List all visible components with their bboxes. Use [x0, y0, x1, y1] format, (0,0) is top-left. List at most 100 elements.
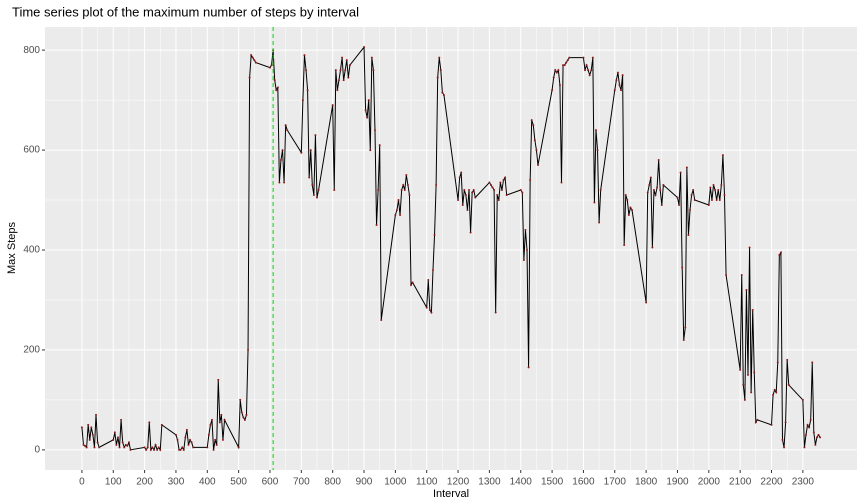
- data-point: [206, 446, 209, 449]
- data-point: [240, 411, 243, 414]
- data-point: [660, 204, 663, 207]
- data-point: [489, 184, 492, 187]
- data-point: [433, 234, 436, 237]
- data-point: [80, 426, 83, 429]
- data-point: [645, 301, 648, 304]
- data-point: [372, 69, 375, 72]
- data-point: [441, 91, 444, 94]
- data-point: [591, 56, 594, 59]
- data-point: [347, 76, 350, 79]
- data-point: [519, 189, 522, 192]
- data-point: [311, 184, 314, 187]
- data-point: [181, 446, 184, 449]
- data-point: [284, 124, 287, 127]
- data-point: [315, 196, 318, 199]
- data-point: [192, 446, 195, 449]
- data-point: [618, 84, 621, 87]
- data-point: [471, 191, 474, 194]
- data-point: [651, 246, 654, 249]
- data-point: [652, 189, 655, 192]
- data-point: [430, 311, 433, 314]
- data-point: [504, 176, 507, 179]
- data-point: [779, 251, 782, 254]
- data-point: [348, 64, 351, 67]
- data-point: [596, 149, 599, 152]
- data-point: [339, 69, 342, 72]
- data-point: [215, 443, 218, 446]
- data-point: [621, 74, 624, 77]
- data-point: [709, 186, 712, 189]
- x-tick-label: 1000: [384, 477, 407, 488]
- data-point: [427, 278, 430, 281]
- y-axis-title: Max Steps: [6, 222, 18, 274]
- data-point: [159, 448, 162, 451]
- x-tick-label: 2100: [729, 477, 752, 488]
- data-point: [474, 196, 477, 199]
- data-point: [786, 358, 789, 361]
- data-point: [402, 184, 405, 187]
- data-point: [468, 189, 471, 192]
- data-point: [745, 288, 748, 291]
- data-point: [408, 194, 411, 197]
- data-point: [808, 426, 811, 429]
- data-point: [505, 194, 508, 197]
- data-point: [806, 423, 809, 426]
- data-point: [781, 438, 784, 441]
- data-point: [739, 368, 742, 371]
- data-point: [648, 184, 651, 187]
- data-point: [250, 54, 253, 57]
- data-point: [189, 438, 192, 441]
- data-point: [817, 433, 820, 436]
- data-point: [662, 184, 665, 187]
- data-point: [684, 326, 687, 329]
- data-point: [756, 418, 759, 421]
- data-point: [594, 129, 597, 132]
- data-point: [428, 308, 431, 311]
- data-point: [121, 441, 124, 444]
- data-point: [773, 388, 776, 391]
- data-point: [442, 94, 445, 97]
- data-point: [463, 189, 466, 192]
- data-point: [776, 361, 779, 364]
- data-point: [218, 421, 221, 424]
- data-point: [438, 56, 441, 59]
- data-point: [555, 71, 558, 74]
- x-tick-label: 100: [105, 477, 122, 488]
- data-point: [411, 281, 414, 284]
- data-point: [529, 179, 532, 182]
- data-point: [367, 99, 370, 102]
- data-point: [464, 194, 467, 197]
- data-point: [248, 76, 251, 79]
- data-point: [717, 189, 720, 192]
- data-point: [693, 199, 696, 202]
- data-point: [151, 446, 154, 449]
- data-point: [687, 234, 690, 237]
- data-point: [458, 176, 461, 179]
- data-point: [283, 181, 286, 184]
- data-point: [554, 69, 557, 72]
- data-point: [410, 283, 413, 286]
- data-point: [689, 209, 692, 212]
- data-point: [659, 189, 662, 192]
- data-point: [466, 209, 469, 212]
- data-point: [253, 59, 256, 62]
- data-point: [563, 64, 566, 67]
- data-point: [118, 446, 121, 449]
- data-point: [242, 416, 245, 419]
- data-point: [129, 448, 132, 451]
- data-point: [815, 436, 818, 439]
- data-point: [397, 199, 400, 202]
- data-point: [184, 436, 187, 439]
- x-tick-label: 300: [168, 477, 185, 488]
- data-point: [613, 89, 616, 92]
- data-point: [770, 423, 773, 426]
- data-point: [772, 393, 775, 396]
- data-point: [395, 209, 398, 212]
- x-tick-label: 1700: [604, 477, 627, 488]
- data-point: [493, 189, 496, 192]
- x-tick-label: 1200: [447, 477, 470, 488]
- data-point: [331, 104, 334, 107]
- data-point: [342, 79, 345, 82]
- data-point: [616, 71, 619, 74]
- data-point: [502, 179, 505, 182]
